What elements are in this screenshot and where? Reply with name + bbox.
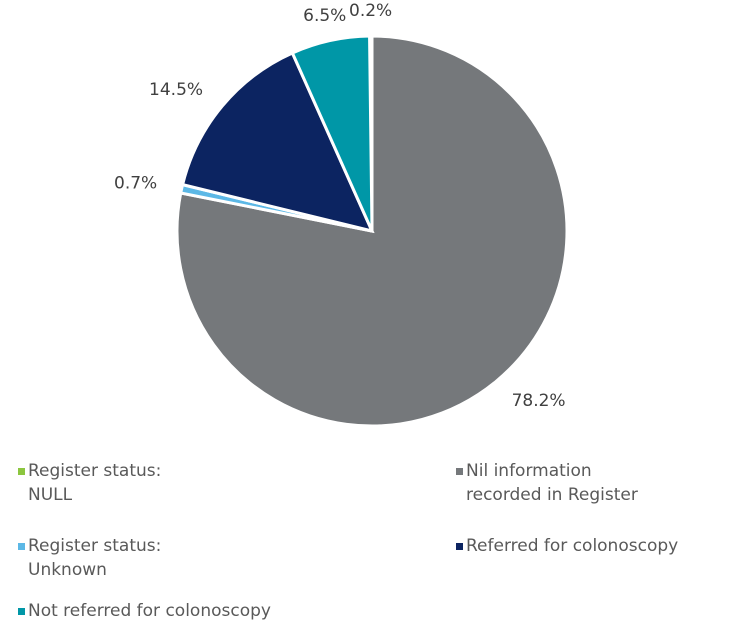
data-label: 0.7% [114, 173, 157, 193]
legend-item: Nil information recorded in Register [456, 459, 666, 507]
chart: 0.2% 78.2% 0.7% 14.5% 6.5% [114, 1, 569, 428]
pie-slice [290, 34, 374, 232]
legend-label: Referred for colonoscopy [466, 536, 679, 556]
legend-item: Register status: Unknown [18, 534, 203, 582]
data-label: 0.2% [349, 1, 392, 21]
legend-item: Not referred for colonoscopy [18, 599, 348, 623]
legend-swatch [18, 543, 25, 550]
legend-item: Referred for colonoscopy [456, 534, 740, 558]
pie-slice [180, 51, 375, 234]
legend-swatch [18, 608, 25, 615]
legend-swatch [456, 468, 463, 475]
legend-label: Register status: Unknown [28, 536, 162, 580]
data-label: 78.2% [512, 391, 566, 411]
data-label: 14.5% [149, 80, 203, 100]
legend-label: Nil information recorded in Register [466, 461, 638, 505]
data-label: 6.5% [303, 6, 346, 26]
legend-label: Not referred for colonoscopy [28, 601, 271, 621]
legend-swatch [456, 543, 463, 550]
legend-label: Register status: NULL [28, 461, 162, 505]
legend-swatch [18, 468, 25, 475]
legend-item: Register status: NULL [18, 459, 203, 507]
